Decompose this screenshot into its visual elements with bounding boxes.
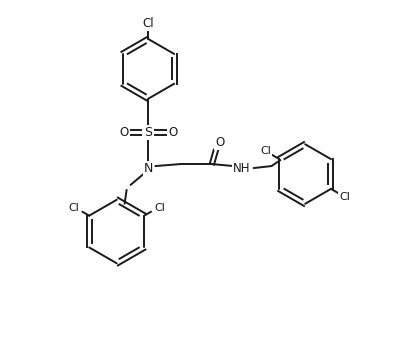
Text: Cl: Cl [143, 17, 154, 30]
Text: O: O [119, 126, 128, 139]
Text: N: N [144, 162, 153, 175]
Text: S: S [145, 126, 152, 139]
Text: O: O [168, 126, 178, 139]
Text: Cl: Cl [154, 203, 165, 213]
Text: Cl: Cl [339, 192, 350, 202]
Text: Cl: Cl [260, 146, 271, 156]
Text: Cl: Cl [68, 203, 79, 213]
Text: NH: NH [233, 162, 250, 175]
Text: O: O [215, 136, 224, 149]
